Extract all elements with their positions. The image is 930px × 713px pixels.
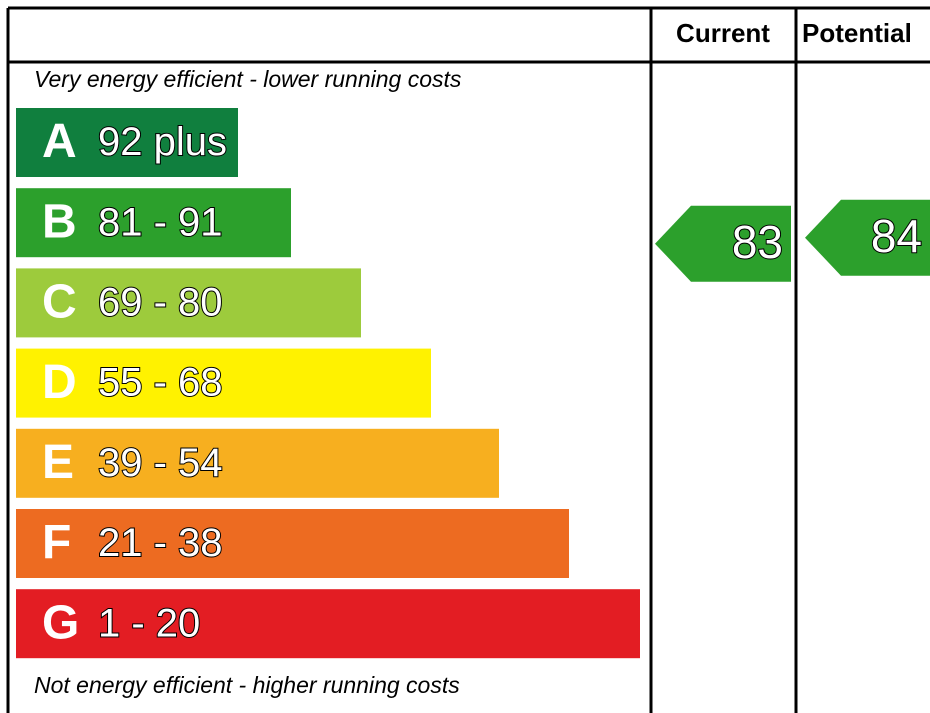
frame	[6, 6, 930, 713]
rating-arrow	[805, 199, 930, 276]
band	[16, 509, 569, 578]
band-range: 39 - 54	[98, 441, 223, 485]
top-label: Very energy efficient - lower running co…	[34, 66, 462, 92]
band-letter: F	[42, 516, 71, 569]
band-range: 1 - 20	[98, 601, 200, 645]
band-range: 21 - 38	[98, 521, 223, 565]
band-range: 55 - 68	[98, 361, 223, 405]
band-range: 92 plus	[98, 120, 227, 164]
band-letter: A	[42, 115, 77, 168]
band-letter: G	[42, 596, 79, 649]
band-letter: E	[42, 436, 74, 489]
band-letter: B	[42, 195, 77, 248]
band-range: 69 - 80	[98, 280, 223, 324]
band	[16, 268, 361, 338]
band	[16, 428, 499, 498]
band-range: 81 - 91	[98, 200, 223, 244]
rating-value: 84	[871, 210, 922, 262]
band	[16, 589, 640, 659]
header-potential: Potential	[802, 18, 912, 48]
band	[16, 108, 238, 177]
band-letter: D	[42, 356, 77, 409]
header-current: Current	[676, 18, 770, 48]
bottom-label: Not energy efficient - higher running co…	[34, 672, 460, 698]
band-letter: C	[42, 276, 77, 329]
band	[16, 188, 291, 258]
rating-value: 83	[732, 216, 783, 268]
band	[16, 348, 431, 418]
rating-arrow	[655, 205, 791, 282]
